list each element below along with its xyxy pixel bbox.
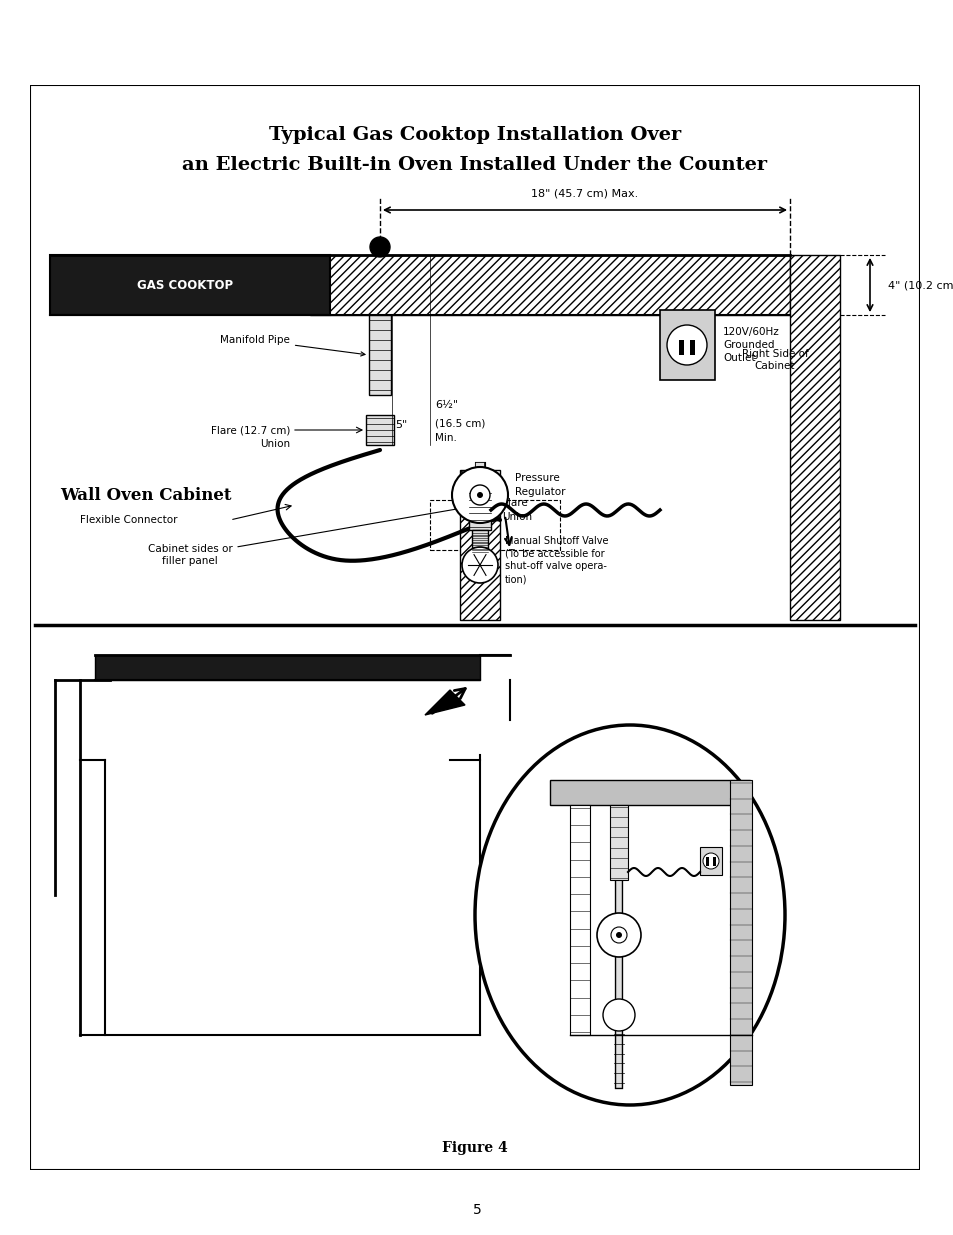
Bar (95, 655, 479, 680)
Text: GAS COOKTOP INSTALLATION INSTRUCTIONS: GAS COOKTOP INSTALLATION INSTRUCTIONS (240, 16, 713, 35)
Circle shape (666, 325, 706, 366)
Text: Manifold Pipe: Manifold Pipe (220, 335, 365, 356)
Text: 4" (10.2 cm): 4" (10.2 cm) (887, 280, 953, 290)
Text: an Electric Built-in Oven Installed Under the Counter: an Electric Built-in Oven Installed Unde… (182, 156, 767, 174)
Text: Cabinet sides or
filler panel: Cabinet sides or filler panel (148, 504, 476, 566)
Text: 5: 5 (472, 1203, 481, 1218)
Bar (550, 781, 749, 805)
Text: Flare
Union: Flare Union (501, 499, 532, 521)
Bar (729, 781, 751, 1086)
Bar (469, 490, 491, 530)
Bar (369, 315, 391, 395)
Ellipse shape (475, 725, 784, 1105)
Bar (609, 805, 627, 881)
Text: 6½": 6½" (435, 400, 457, 410)
Text: Typical Gas Cooktop Installation Over: Typical Gas Cooktop Installation Over (269, 126, 680, 144)
Bar (712, 857, 716, 866)
Text: 5": 5" (395, 420, 407, 430)
Bar (459, 471, 499, 620)
Text: Min.: Min. (435, 433, 456, 443)
Text: Flare (12.7 cm): Flare (12.7 cm) (211, 425, 290, 435)
Circle shape (476, 492, 482, 498)
Circle shape (470, 485, 490, 505)
Circle shape (597, 913, 640, 957)
Text: (16.5 cm): (16.5 cm) (435, 417, 485, 429)
Text: Union: Union (259, 438, 290, 450)
Bar (310, 254, 789, 315)
Circle shape (702, 853, 719, 869)
Bar (50, 254, 330, 315)
Text: Right Side of
Cabinet: Right Side of Cabinet (740, 348, 807, 372)
Bar (659, 310, 714, 380)
Text: GAS COOKTOP: GAS COOKTOP (137, 279, 233, 291)
Text: Flexible Connector: Flexible Connector (80, 515, 177, 525)
Polygon shape (424, 690, 464, 715)
Circle shape (452, 467, 507, 522)
Circle shape (616, 932, 621, 939)
Text: (For 30" & 36" Models): (For 30" & 36" Models) (401, 56, 552, 69)
Bar (569, 805, 589, 1035)
Circle shape (461, 547, 497, 583)
Text: Manual Shutoff Valve
(To be accessible for
shut-off valve opera-
tion): Manual Shutoff Valve (To be accessible f… (504, 536, 608, 584)
Bar (679, 340, 683, 354)
Bar (472, 530, 488, 555)
Bar (789, 254, 840, 620)
Circle shape (370, 237, 390, 257)
Circle shape (610, 927, 626, 944)
Bar (700, 847, 721, 876)
Bar (689, 340, 695, 354)
Text: Figure 4: Figure 4 (441, 1141, 507, 1155)
Bar (366, 415, 394, 445)
Text: Wall Oven Cabinet: Wall Oven Cabinet (60, 487, 232, 504)
Circle shape (602, 999, 635, 1031)
Text: 18" (45.7 cm) Max.: 18" (45.7 cm) Max. (531, 188, 638, 198)
Text: Pressure
Regulator: Pressure Regulator (515, 473, 565, 496)
Bar (430, 500, 559, 550)
Bar (705, 857, 708, 866)
Text: 120V/60Hz
Grounded
Outlet: 120V/60Hz Grounded Outlet (722, 327, 779, 363)
